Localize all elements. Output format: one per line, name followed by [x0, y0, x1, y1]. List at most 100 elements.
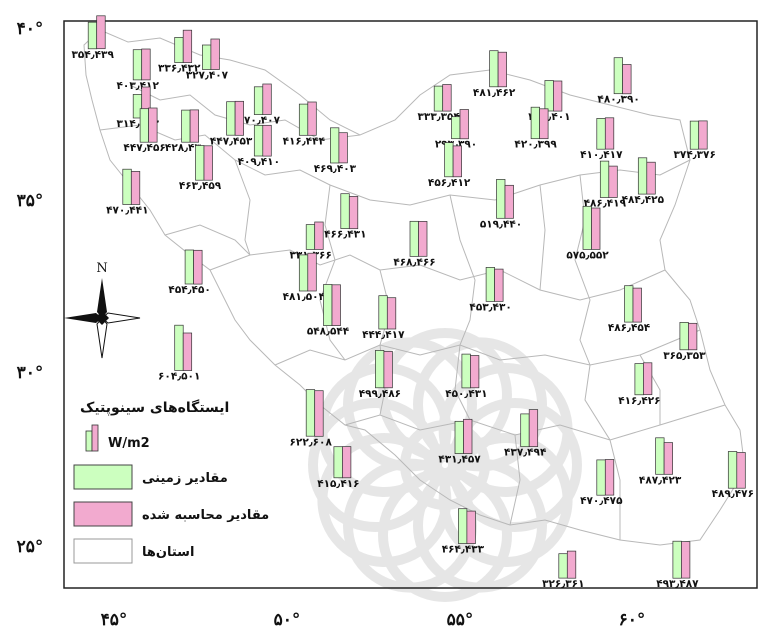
legend-bar-computed: [91, 424, 99, 452]
legend-title: ایستگاه‌های سینوپتیک: [80, 399, 229, 416]
station-marker: ۴۱۵٫۴۱۶: [317, 446, 360, 490]
station-bar-computed: [452, 145, 462, 178]
station-bar-ground: [655, 437, 665, 475]
station-bar-ground: [87, 21, 98, 50]
y-axis-ticks: ۴۰° ۳۵° ۳۰° ۲۵°: [17, 19, 44, 557]
station-value-label: ۵۱۹٫۴۴۰: [480, 218, 522, 230]
station-value-label: ۴۶۶٫۴۳۱: [324, 229, 366, 241]
legend-ground-label: مقادیر زمینی: [142, 471, 228, 486]
station-value-label: ۳۲۶٫۳۶۱: [542, 578, 584, 590]
compass-needle-west: [64, 313, 102, 323]
station-bar-computed: [528, 409, 539, 447]
legend-swatch-ground: [73, 464, 133, 490]
station-marker: ۴۳۱٫۴۵۷: [438, 418, 481, 466]
station-bar-ground: [132, 49, 143, 81]
station-bar-computed: [182, 29, 193, 63]
station-bar-ground: [305, 224, 316, 250]
station-marker: ۴۵۳٫۴۳۰: [469, 267, 512, 313]
station-marker: ۴۸۶٫۴۱۹: [584, 160, 627, 210]
station-bar-ground: [298, 103, 309, 136]
station-bar-computed: [141, 48, 151, 81]
station-bar-ground: [544, 80, 554, 112]
station-marker: ۴۵۰٫۴۳۱: [445, 353, 488, 400]
province-border: [509, 434, 521, 526]
province-border: [539, 184, 546, 291]
station-value-label: ۶۲۲٫۶۰۸: [290, 436, 333, 448]
compass-needle-north: [97, 278, 107, 318]
station-value-label: ۴۸۱٫۵۰۴: [283, 291, 326, 303]
station-bar-ground: [444, 142, 454, 178]
north-label: N: [96, 261, 107, 276]
station-bar-computed: [442, 84, 452, 112]
station-value-label: ۴۹۹٫۴۸۶: [359, 388, 401, 400]
station-value-label: ۴۵۴٫۴۵۰: [168, 284, 210, 296]
province-border: [449, 194, 476, 421]
station-value-label: ۳۵۴٫۴۳۹: [72, 49, 115, 61]
station-value-label: ۴۳۱٫۴۵۷: [438, 454, 481, 466]
station-value-label: ۳۷۴٫۳۷۶: [674, 149, 716, 161]
station-bar-computed: [383, 351, 393, 389]
station-value-label: ۴۸۱٫۴۶۲: [473, 87, 516, 99]
station-bar-ground: [637, 157, 648, 195]
station-bar-ground: [202, 44, 212, 70]
x-axis-ticks: ۴۵° ۵۰° ۵۵° ۶۰°: [101, 610, 646, 630]
station-marker: ۳۳۶٫۴۳۲: [158, 29, 201, 75]
province-border: [574, 174, 621, 540]
station-bar-computed: [470, 355, 480, 389]
station-marker: ۴۸۰٫۳۹۰: [597, 57, 640, 106]
station-bar-ground: [253, 86, 264, 115]
station-marker: ۴۸۱٫۵۰۴: [283, 252, 326, 303]
station-bar-computed: [698, 120, 708, 150]
north-arrow: N: [64, 261, 141, 359]
legend: ایستگاه‌های سینوپتیک W/m2 مقادیر زمینی م…: [73, 399, 269, 564]
station-marker: ۴۵۴٫۴۵۰: [168, 249, 211, 296]
station-bar-ground: [599, 160, 610, 198]
station-bar-ground: [333, 446, 343, 479]
station-bar-computed: [494, 268, 504, 302]
station-bar-ground: [139, 108, 149, 143]
station-marker: ۴۰۳٫۴۱۲: [117, 48, 159, 92]
station-bar-ground: [253, 124, 264, 157]
legend-provinces-label: استان‌ها: [142, 545, 194, 560]
station-value-label: ۵۷۵٫۵۵۲: [566, 249, 609, 261]
station-bar-computed: [539, 108, 549, 140]
station-marker: ۵۱۹٫۴۴۰: [480, 179, 522, 230]
station-marker: ۳۲۷٫۴۰۷: [186, 38, 229, 82]
station-bar-computed: [314, 390, 324, 437]
province-border: [209, 249, 666, 301]
station-value-label: ۴۵۳٫۴۳۰: [469, 301, 511, 313]
legend-bar-symbol: [85, 424, 99, 452]
station-marker: ۳۶۵٫۳۵۳: [663, 322, 706, 362]
station-value-label: ۴۶۴٫۴۳۳: [442, 544, 485, 556]
station-bar-computed: [497, 51, 507, 88]
station-value-label: ۶۰۴٫۵۰۱: [158, 371, 200, 383]
station-value-label: ۴۳۷٫۴۹۴: [504, 447, 547, 459]
legend-unit: W/m2: [108, 436, 150, 451]
station-bar-ground: [634, 363, 644, 396]
station-bar-ground: [558, 553, 568, 579]
station-bar-computed: [262, 124, 272, 157]
station-marker: ۳۲۶٫۳۶۱: [542, 550, 584, 590]
station-bar-computed: [463, 418, 473, 454]
station-bar-computed: [681, 541, 691, 579]
province-border: [234, 159, 251, 256]
station-bar-computed: [96, 15, 106, 50]
station-value-label: ۴۱۵٫۴۱۶: [317, 478, 359, 490]
x-tick-label: ۵۵°: [447, 610, 474, 630]
station-bar-ground: [489, 50, 499, 88]
station-marker: ۴۱۶٫۴۲۶: [618, 362, 661, 407]
station-marker: ۴۵۶٫۴۱۲: [428, 142, 471, 189]
y-tick-label: ۳۵°: [17, 191, 44, 211]
station-bar-ground: [624, 285, 634, 323]
station-marker: ۴۹۹٫۴۸۶: [359, 350, 401, 400]
station-marker: ۴۲۰٫۳۹۹: [514, 106, 557, 151]
station-bar-computed: [342, 446, 352, 479]
compass-center: [95, 311, 109, 325]
station-value-label: ۳۶۵٫۳۵۳: [663, 350, 706, 362]
station-bar-ground: [596, 118, 606, 150]
station-bar-ground: [298, 254, 309, 292]
station-bar-ground: [305, 389, 316, 437]
station-bar-ground: [195, 145, 205, 181]
station-marker: ۴۶۹٫۴۰۳: [314, 127, 357, 175]
station-value-label: ۴۵۰٫۴۳۱: [445, 388, 487, 400]
